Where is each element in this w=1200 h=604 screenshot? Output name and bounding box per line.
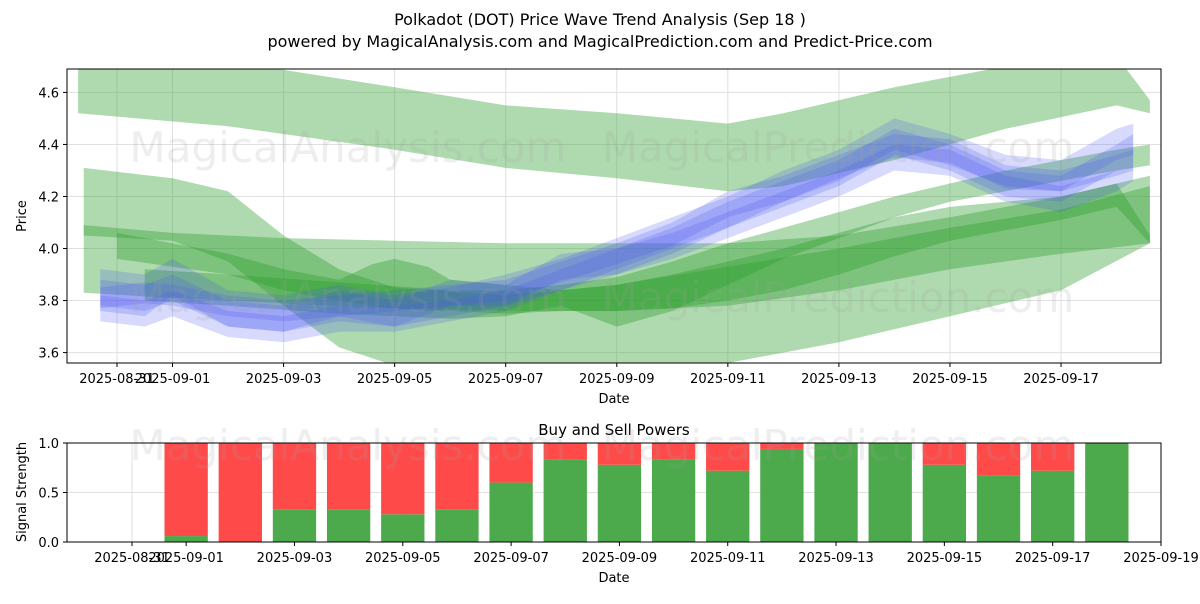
buy-bar-2 bbox=[272, 509, 317, 542]
signal-chart-title: Buy and Sell Powers bbox=[538, 421, 690, 439]
sell-bar-11 bbox=[760, 443, 804, 449]
price-x-tick-label-1: 2025-09-01 bbox=[135, 372, 211, 387]
signal-y-ticks: 0.0 0.5 1.0 bbox=[38, 437, 67, 551]
buy-bar-0 bbox=[164, 536, 208, 542]
signal-x-tick-label-6: 2025-09-11 bbox=[690, 551, 766, 566]
sell-bar-2 bbox=[272, 443, 317, 510]
green-wave-bands bbox=[78, 69, 1150, 363]
watermark-bottom-left: MagicalAnalysis.com bbox=[130, 421, 567, 470]
signal-x-axis-label: Date bbox=[598, 571, 629, 586]
buy-bar-11 bbox=[760, 448, 804, 542]
sell-bar-6 bbox=[489, 443, 533, 483]
signal-x-tick-label-10: 2025-09-19 bbox=[1123, 551, 1199, 566]
price-x-axis-label: Date bbox=[598, 392, 629, 407]
sell-bar-8 bbox=[597, 443, 642, 465]
buy-bar-15 bbox=[976, 475, 1021, 542]
price-y-axis-label: Price bbox=[15, 200, 30, 232]
sell-bar-16 bbox=[1031, 443, 1075, 471]
watermark-top-right: MagicalPrediction.com bbox=[602, 123, 1075, 172]
signal-x-tick-label-8: 2025-09-15 bbox=[907, 551, 983, 566]
buy-bar-12 bbox=[814, 443, 858, 542]
green-band-1 bbox=[83, 167, 1150, 363]
watermark-mid-right: MagicalPrediction.com bbox=[602, 273, 1075, 322]
buy-bar-7 bbox=[543, 459, 587, 542]
sell-bar-3 bbox=[326, 443, 371, 510]
signal-x-tick-label-2: 2025-09-03 bbox=[257, 551, 333, 566]
price-y-tick-label-4: 4.4 bbox=[38, 138, 59, 153]
blue-band-0 bbox=[100, 134, 1134, 322]
signal-chart: Buy and Sell Powers MagicalAnalysis.com … bbox=[15, 421, 1199, 586]
price-y-tick-label-2: 4.0 bbox=[38, 243, 59, 258]
signal-y-axis-label: Signal Strength bbox=[15, 442, 30, 542]
price-x-tick-label-8: 2025-09-15 bbox=[912, 372, 988, 387]
sell-bar-1 bbox=[218, 443, 262, 542]
signal-bars bbox=[164, 443, 1129, 542]
buy-bar-4 bbox=[381, 514, 425, 542]
green-band-4 bbox=[144, 144, 1150, 327]
price-y-tick-label-1: 3.8 bbox=[38, 295, 59, 310]
signal-x-tick-label-3: 2025-09-05 bbox=[365, 551, 441, 566]
price-plot-frame bbox=[66, 68, 1162, 364]
signal-x-tick-label-1: 2025-09-01 bbox=[148, 551, 224, 566]
price-x-tick-label-0: 2025-08-31 bbox=[79, 372, 155, 387]
signal-y-tick-label-1: 0.5 bbox=[38, 487, 59, 502]
buy-bar-6 bbox=[489, 482, 533, 542]
buy-bar-9 bbox=[651, 459, 696, 542]
buy-bar-13 bbox=[868, 443, 912, 542]
sell-bar-10 bbox=[706, 443, 750, 471]
buy-bar-8 bbox=[597, 464, 642, 542]
blue-band-2 bbox=[100, 118, 1134, 332]
signal-y-tick-label-0: 0.0 bbox=[38, 536, 59, 551]
price-x-tick-label-7: 2025-09-13 bbox=[801, 372, 877, 387]
signal-y-tick-label-2: 1.0 bbox=[38, 437, 59, 452]
green-band-3 bbox=[117, 183, 1150, 314]
price-x-tick-label-2: 2025-09-03 bbox=[246, 372, 322, 387]
watermark-top-left: MagicalAnalysis.com bbox=[130, 123, 567, 172]
price-y-ticks: 3.6 3.8 4.0 4.2 4.4 4.6 bbox=[38, 86, 67, 362]
sell-bar-7 bbox=[543, 443, 587, 460]
sell-bar-15 bbox=[976, 443, 1021, 476]
buy-bar-14 bbox=[922, 464, 967, 542]
green-band-2 bbox=[83, 175, 1150, 311]
sell-bar-14 bbox=[922, 443, 967, 465]
signal-x-tick-label-9: 2025-09-17 bbox=[1015, 551, 1091, 566]
signal-x-tick-label-7: 2025-09-13 bbox=[798, 551, 874, 566]
signal-x-tick-label-0: 2025-08-31 bbox=[94, 551, 170, 566]
blue-band-3 bbox=[100, 144, 1134, 343]
signal-x-tick-label-5: 2025-09-09 bbox=[582, 551, 658, 566]
buy-bar-3 bbox=[326, 509, 371, 542]
buy-bar-5 bbox=[435, 509, 479, 542]
price-x-tick-label-3: 2025-09-05 bbox=[357, 372, 433, 387]
blue-wave-bands bbox=[100, 118, 1134, 343]
price-x-tick-label-4: 2025-09-07 bbox=[468, 372, 544, 387]
sell-bar-0 bbox=[164, 443, 208, 537]
price-chart: MagicalAnalysis.com MagicalPrediction.co… bbox=[15, 68, 1162, 407]
buy-bar-10 bbox=[706, 470, 750, 542]
buy-bar-16 bbox=[1031, 470, 1075, 542]
sell-bar-5 bbox=[435, 443, 479, 510]
price-y-tick-label-0: 3.6 bbox=[38, 347, 59, 362]
price-x-tick-label-9: 2025-09-17 bbox=[1023, 372, 1099, 387]
price-y-tick-label-5: 4.6 bbox=[38, 86, 59, 101]
watermark-bottom-right: MagicalPrediction.com bbox=[602, 421, 1075, 470]
price-x-tick-label-5: 2025-09-09 bbox=[579, 372, 655, 387]
sell-bar-4 bbox=[381, 443, 425, 515]
figure-title: Polkadot (DOT) Price Wave Trend Analysis… bbox=[394, 10, 806, 29]
figure-subtitle: powered by MagicalAnalysis.com and Magic… bbox=[267, 32, 932, 51]
price-x-tick-label-6: 2025-09-11 bbox=[690, 372, 766, 387]
signal-x-tick-label-4: 2025-09-07 bbox=[473, 551, 549, 566]
buy-bar-17 bbox=[1085, 443, 1129, 542]
green-band-0 bbox=[78, 69, 1150, 192]
price-y-tick-label-3: 4.2 bbox=[38, 190, 59, 205]
price-grid bbox=[67, 69, 1161, 363]
sell-bar-9 bbox=[651, 443, 696, 460]
watermark-mid-left: MagicalAnalysis.com bbox=[130, 273, 567, 322]
blue-band-1 bbox=[100, 128, 1134, 332]
